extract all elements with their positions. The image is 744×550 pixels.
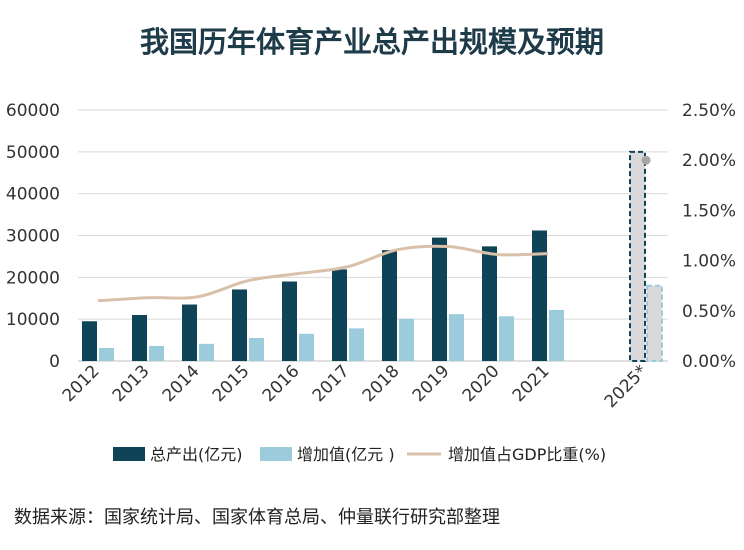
x-tick-label: 2014 (159, 361, 204, 406)
x-tick-label: 2013 (109, 361, 154, 406)
bar-total-output (282, 281, 297, 361)
bar-total-output (432, 237, 447, 361)
bar-total-output (532, 230, 547, 361)
legend-label: 总产出(亿元) (150, 445, 243, 464)
bar-total-output (232, 289, 247, 361)
gdp-share-projected-point (641, 155, 651, 165)
x-tick-label: 2020 (459, 361, 504, 406)
bar-total-output (382, 250, 397, 361)
y-left-tick-label: 30000 (6, 227, 60, 247)
gdp-share-line (97, 244, 549, 303)
bar-value-added (499, 316, 514, 361)
chart-title: 我国历年体育产业总产出规模及预期 (140, 25, 604, 59)
bar-total-output (182, 304, 197, 361)
y-left-tick-label: 0 (49, 352, 60, 372)
y-right-tick-label: 2.50% (682, 101, 736, 121)
legend-label: 增加值(亿元 ) (297, 445, 395, 464)
y-right-tick-label: 1.50% (682, 201, 736, 221)
x-tick-label: 2025* (601, 361, 652, 412)
line-series (97, 155, 651, 303)
x-tick-label: 2018 (359, 361, 404, 406)
bar-total-output (82, 321, 97, 361)
y-left-tick-label: 50000 (6, 143, 60, 163)
y-left-tick-label: 20000 (6, 268, 60, 288)
bars (82, 150, 663, 363)
bar-value-added (399, 318, 414, 361)
bar-total-output (132, 314, 147, 361)
x-tick-label: 2017 (309, 361, 354, 406)
bar-value-added (299, 333, 314, 361)
bar-value-added (449, 314, 464, 361)
y-left-tick-label: 60000 (6, 101, 60, 121)
legend-label: 增加值占GDP比重(%) (448, 445, 606, 464)
x-tick-label: 2021 (509, 361, 554, 406)
legend-swatch (113, 447, 145, 461)
x-tick-label: 2016 (259, 361, 304, 406)
legend-swatch (260, 447, 292, 461)
y-left-tick-label: 10000 (6, 310, 60, 330)
x-tick-label: 2012 (59, 361, 104, 406)
grid (78, 109, 668, 362)
y-right-tick-label: 0.50% (682, 302, 736, 322)
y-axis-left: 0 10000 20000 30000 40000 50000 60000 (6, 101, 60, 372)
source-note: 数据来源：国家统计局、国家体育总局、仲量联行研究部整理 (14, 507, 500, 528)
bar-value-added (199, 343, 214, 361)
x-axis: 2012 2013 2014 2015 2016 2017 2018 2019 2020 2021… (59, 361, 652, 412)
bar-value-added (99, 348, 114, 361)
bar-value-added (149, 345, 164, 361)
bar-total-output (482, 246, 497, 361)
x-tick-label: 2019 (409, 361, 454, 406)
bar-projected (646, 284, 663, 363)
bar-value-added (549, 309, 564, 361)
y-right-tick-label: 2.00% (682, 151, 736, 171)
y-axis-right: 0.00% 0.50% 1.00% 1.50% 2.00% 2.50% (682, 101, 736, 372)
bar-value-added (249, 337, 264, 361)
bar-projected (629, 150, 646, 362)
x-tick-label: 2015 (209, 361, 254, 406)
bar-value-added (349, 328, 364, 361)
bar-total-output (332, 269, 347, 361)
y-right-tick-label: 0.00% (682, 352, 736, 372)
y-left-tick-label: 40000 (6, 185, 60, 205)
y-right-tick-label: 1.00% (682, 252, 736, 272)
legend: 总产出(亿元) 增加值(亿元 ) 增加值占GDP比重(%) (113, 445, 606, 464)
